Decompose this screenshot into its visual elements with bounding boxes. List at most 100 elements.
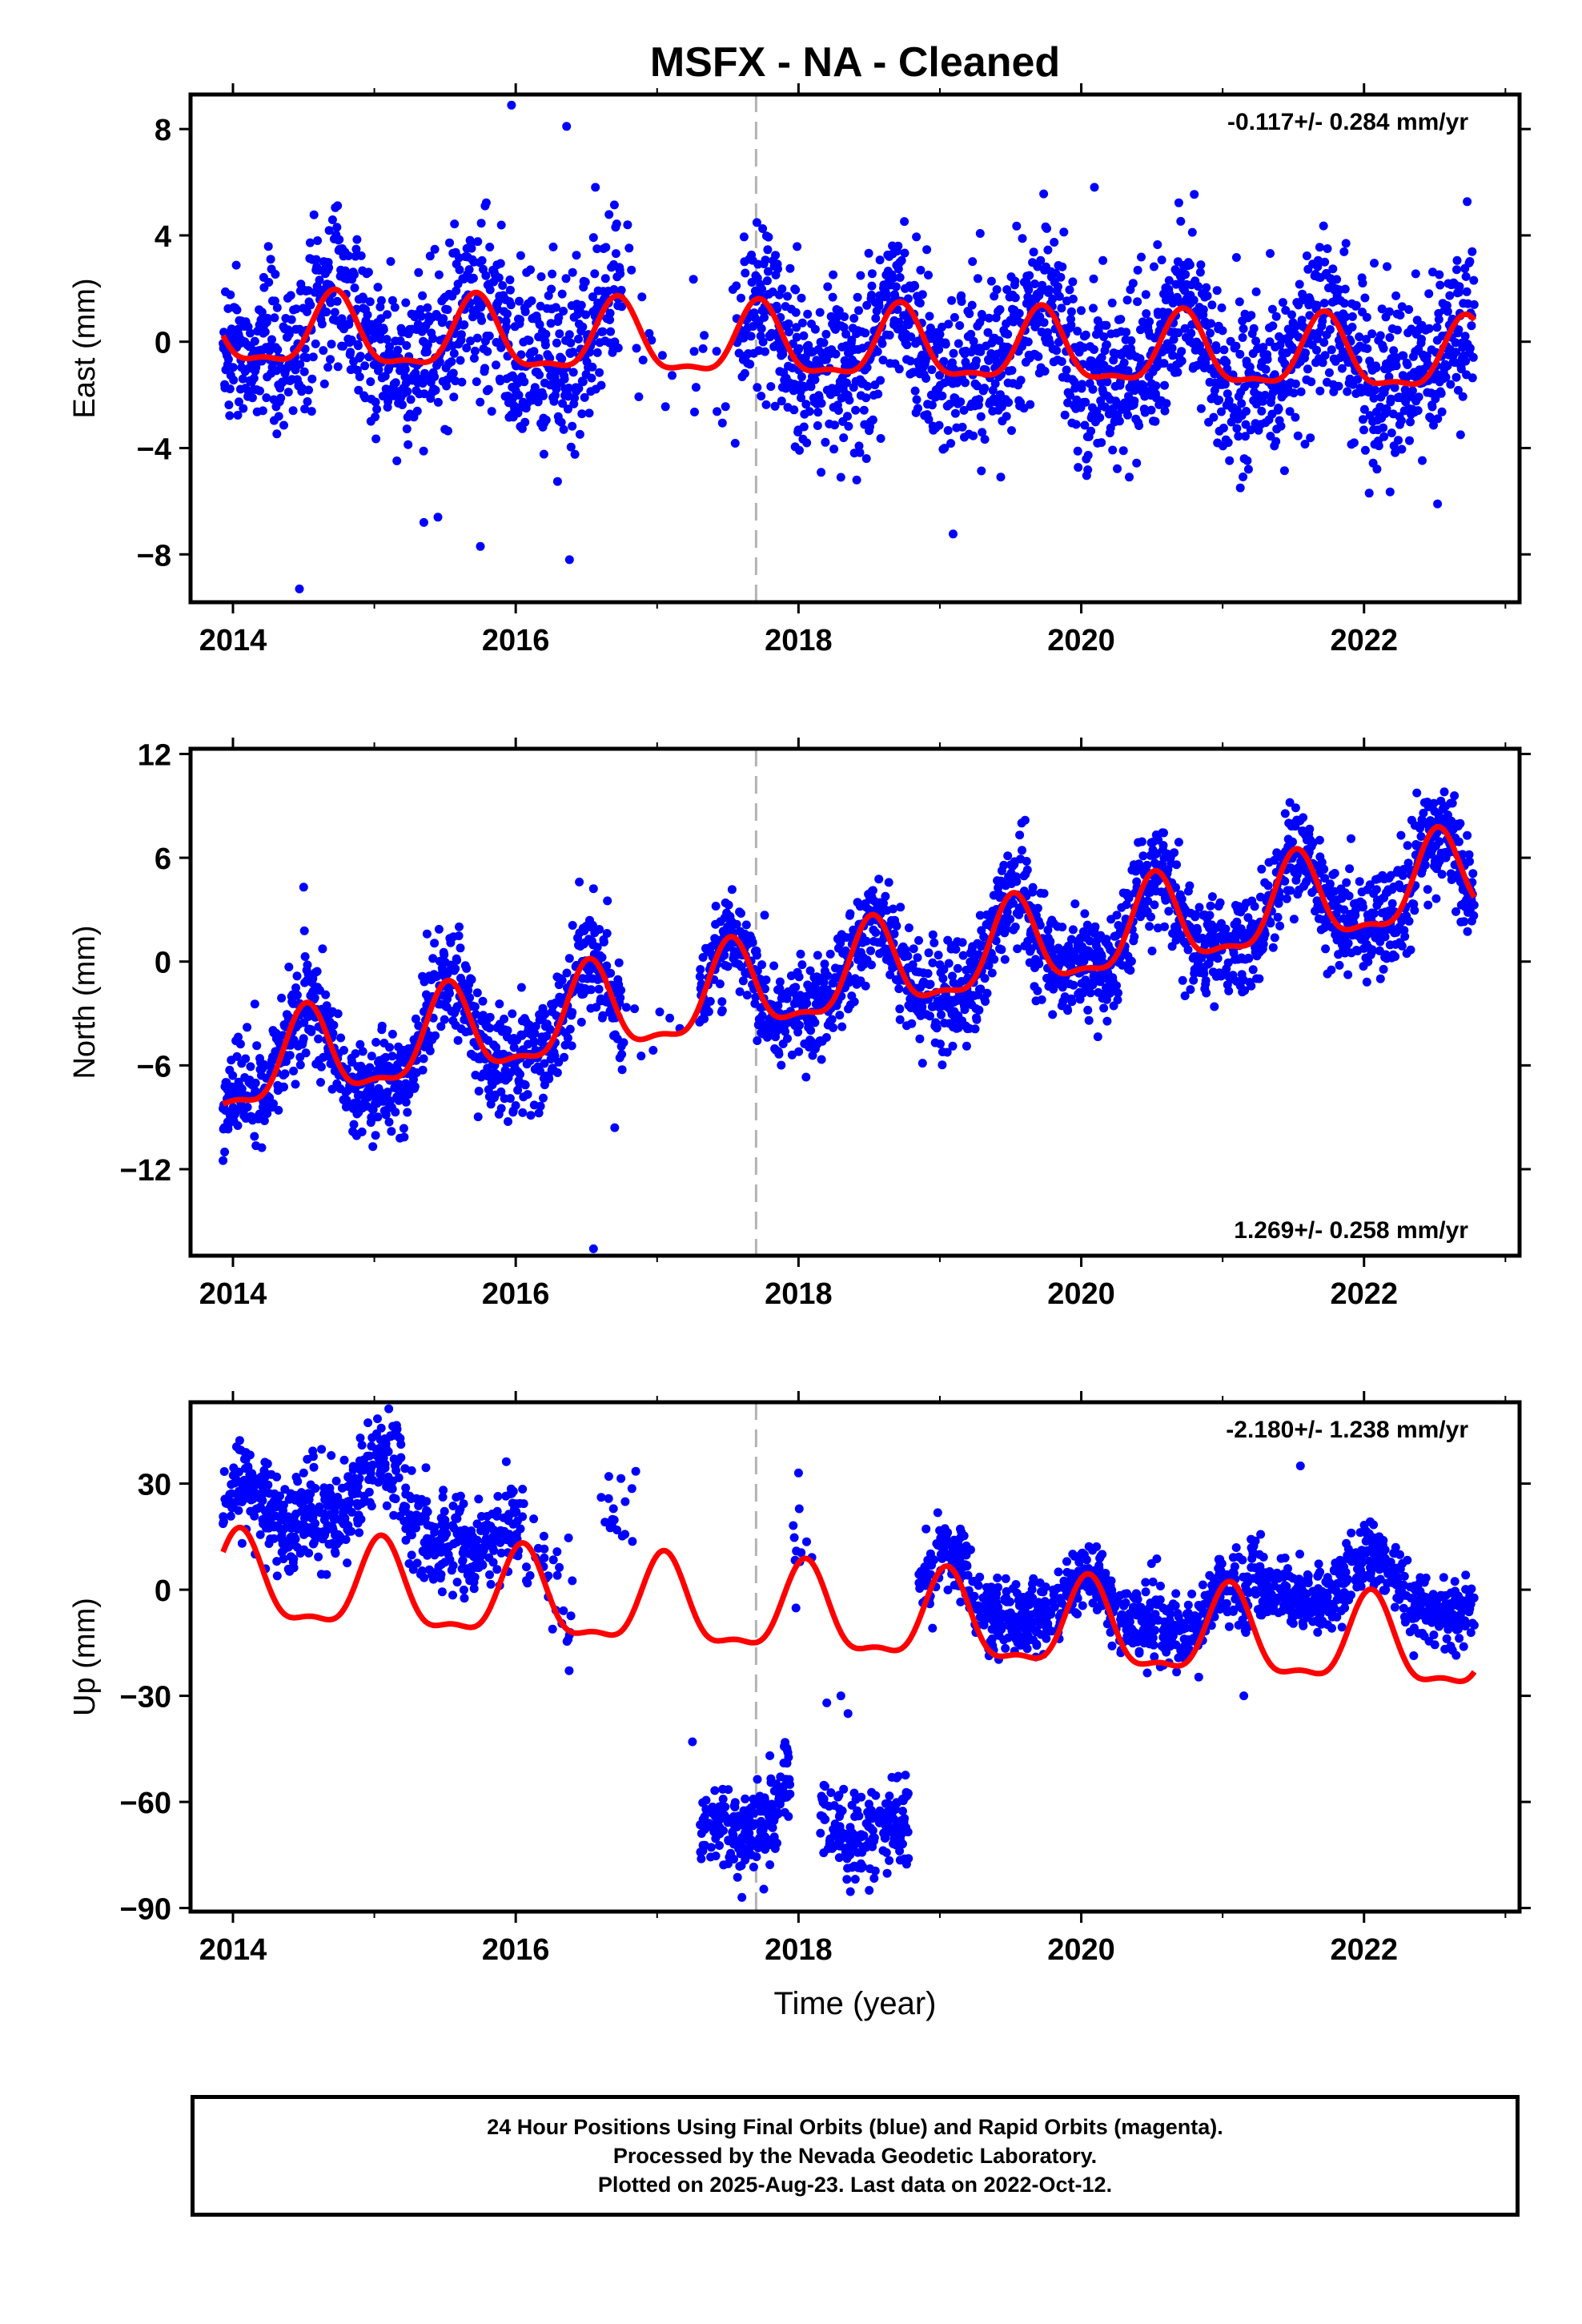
data-point <box>795 1020 804 1030</box>
data-point <box>468 273 478 283</box>
data-point <box>1177 356 1186 366</box>
data-point <box>1249 324 1259 333</box>
data-point <box>1243 456 1252 465</box>
data-point <box>1349 438 1359 448</box>
data-point <box>617 1065 627 1075</box>
data-point <box>1407 386 1417 396</box>
data-point <box>536 1101 545 1111</box>
data-point <box>1213 954 1223 963</box>
data-point <box>938 322 946 332</box>
data-point <box>304 385 313 395</box>
data-point <box>1251 336 1261 346</box>
data-point <box>605 315 615 324</box>
data-point <box>419 1054 428 1063</box>
data-point <box>1205 911 1215 920</box>
data-point <box>924 415 934 424</box>
data-point <box>1306 433 1315 443</box>
data-point <box>460 320 469 329</box>
data-point <box>1010 293 1020 303</box>
data-point <box>1102 340 1111 349</box>
data-point <box>1168 351 1178 360</box>
data-point <box>568 368 578 377</box>
data-point <box>1215 898 1225 907</box>
data-point <box>526 265 535 275</box>
data-point <box>831 349 841 359</box>
data-point <box>1007 426 1016 436</box>
data-point <box>668 371 677 380</box>
data-point <box>1268 943 1278 952</box>
data-point <box>1278 298 1287 308</box>
data-point <box>1215 396 1224 404</box>
data-point <box>1318 358 1327 368</box>
data-point <box>1274 404 1283 414</box>
data-point <box>299 926 309 935</box>
data-point <box>605 308 615 318</box>
data-point <box>1299 813 1308 822</box>
data-point <box>1404 305 1414 314</box>
data-point <box>1206 328 1215 338</box>
data-point <box>375 335 385 344</box>
data-point <box>1379 432 1389 441</box>
data-point <box>1046 937 1055 947</box>
data-point <box>456 943 465 953</box>
data-point <box>638 356 648 365</box>
data-point <box>769 961 779 971</box>
data-point <box>734 348 744 358</box>
data-point <box>410 1082 420 1092</box>
data-point <box>861 328 870 338</box>
data-point <box>560 374 569 384</box>
data-point <box>871 314 881 323</box>
data-point <box>1000 955 1010 964</box>
data-point <box>815 308 825 317</box>
data-point <box>399 1124 408 1133</box>
data-point <box>431 1031 440 1040</box>
data-point <box>291 1080 300 1089</box>
data-point <box>449 392 459 402</box>
data-point <box>515 296 524 306</box>
data-point <box>1189 296 1199 305</box>
data-point <box>760 911 769 920</box>
data-point <box>961 378 970 388</box>
data-point <box>584 408 594 418</box>
data-point <box>1313 255 1323 265</box>
data-point <box>737 293 745 303</box>
data-point <box>564 954 574 963</box>
data-point <box>867 291 876 300</box>
data-point <box>498 281 508 290</box>
data-point <box>292 971 302 981</box>
data-point <box>483 347 492 356</box>
data-point <box>303 397 312 406</box>
data-point <box>861 454 871 464</box>
data-point <box>1275 921 1285 931</box>
data-point <box>1114 988 1122 998</box>
data-point <box>927 400 937 410</box>
data-point <box>1122 328 1131 337</box>
data-point <box>1435 280 1445 290</box>
data-point <box>1327 345 1336 355</box>
data-point <box>924 948 934 958</box>
data-point <box>280 1069 290 1079</box>
data-point <box>1224 986 1234 995</box>
data-point <box>915 1034 925 1043</box>
data-point <box>867 269 877 279</box>
data-point <box>932 1023 942 1033</box>
data-point <box>1355 332 1364 342</box>
data-point <box>379 325 388 335</box>
data-point <box>840 312 849 321</box>
data-point <box>1004 398 1014 407</box>
data-point <box>1468 247 1477 256</box>
data-point <box>955 321 965 330</box>
data-point <box>992 285 1002 295</box>
data-point <box>1305 824 1315 834</box>
data-point <box>1029 247 1038 257</box>
data-point <box>566 442 576 452</box>
data-point <box>1132 458 1142 468</box>
data-point <box>810 375 820 384</box>
data-point <box>513 408 523 418</box>
data-point <box>563 404 572 414</box>
data-point <box>1207 300 1217 310</box>
data-point <box>391 378 400 388</box>
data-point <box>1089 304 1098 313</box>
data-point <box>351 244 361 254</box>
data-point <box>1057 357 1066 366</box>
